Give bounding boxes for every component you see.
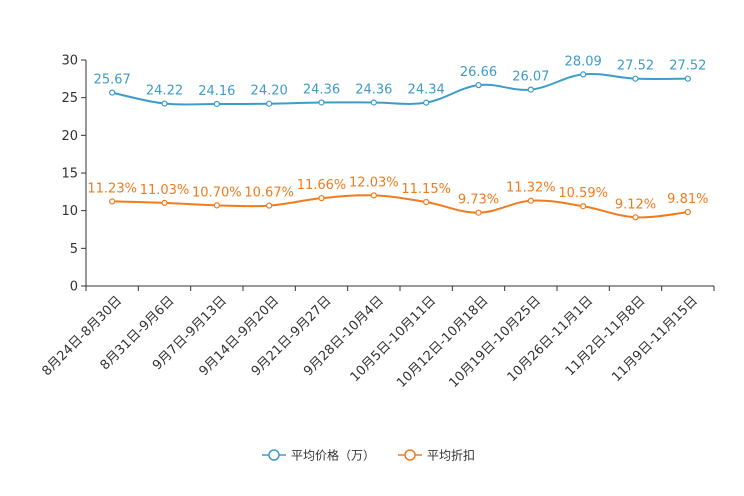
data-point [213,100,220,108]
data-label: 25.67 [94,73,131,88]
data-point [580,203,587,210]
x-tick-label: 10月19日-10月25日 [446,293,543,390]
data-label: 24.20 [251,84,288,99]
legend-item-0: 平均价格（万） [262,448,375,463]
data-point [161,199,168,207]
data-label: 9.73% [458,193,499,208]
data-point [475,209,482,216]
data-point [318,99,325,106]
legend-marker-0 [268,449,280,461]
data-point [632,214,639,221]
data-label: 28.09 [565,54,602,69]
data-label: 27.52 [669,59,706,74]
y-tick-label: 5 [70,242,78,257]
data-label: 12.03% [349,175,399,190]
x-tick-label: 10月12日-10月18日 [394,293,491,390]
data-label: 24.36 [303,82,340,97]
legend-label-0: 平均价格（万） [291,448,375,463]
data-label: 11.32% [506,181,556,196]
data-point [527,197,534,204]
data-label: 11.15% [401,182,451,197]
data-point [109,198,116,205]
data-point [266,100,273,107]
data-point [370,99,377,106]
data-point [684,75,691,82]
data-point [684,208,691,216]
data-label: 26.07 [512,70,549,85]
data-point [580,71,587,78]
legend-marker-1 [404,449,416,461]
data-label: 24.22 [146,84,183,99]
series-layer: 25.67 24.22 24.16 24.20 24.36 24.36 24.34 26.66… [87,54,708,221]
legend-item-1: 平均折扣 [398,448,475,463]
data-label: 10.70% [192,185,242,200]
data-label: 11.66% [297,178,347,193]
series-1: 11.23% 11.03% 10.70% 10.67% 11.66% 12.03% 11.1… [87,175,708,221]
data-point [423,198,430,206]
data-label: 10.67% [244,186,294,201]
data-label: 10.59% [558,186,608,201]
data-point [213,202,220,209]
y-tick-label: 15 [61,167,78,182]
y-tick-label: 20 [61,129,78,144]
series-line-1 [112,194,688,219]
data-label: 24.36 [355,82,392,97]
legend: 平均价格（万） 平均折扣 [262,448,475,463]
data-label: 11.23% [87,181,137,196]
data-label: 24.34 [408,83,445,98]
data-point [475,82,482,89]
data-point [370,192,377,199]
data-point [161,100,168,107]
data-point [318,195,325,202]
y-tick-label: 0 [70,280,78,295]
data-point [266,202,273,209]
data-label: 9.12% [615,197,656,212]
data-point [632,75,639,82]
series-0: 25.67 24.22 24.16 24.20 24.36 24.36 24.34 26.66… [94,54,706,108]
data-point [423,99,430,106]
data-point [109,89,116,96]
y-tick-label: 30 [61,54,78,69]
data-label: 9.81% [667,192,708,207]
y-tick-label: 25 [61,91,78,106]
legend-label-1: 平均折扣 [427,448,475,463]
series-line-0 [111,72,688,106]
y-tick-label: 10 [61,204,78,219]
data-label: 26.66 [460,65,497,80]
axes: 0510152025308月24日-8月30日8月31日-9月6日9月7日-9月… [39,54,715,391]
data-label: 27.52 [617,59,654,74]
data-point [527,86,534,93]
data-label: 24.16 [198,84,235,99]
data-label: 11.03% [140,183,190,198]
